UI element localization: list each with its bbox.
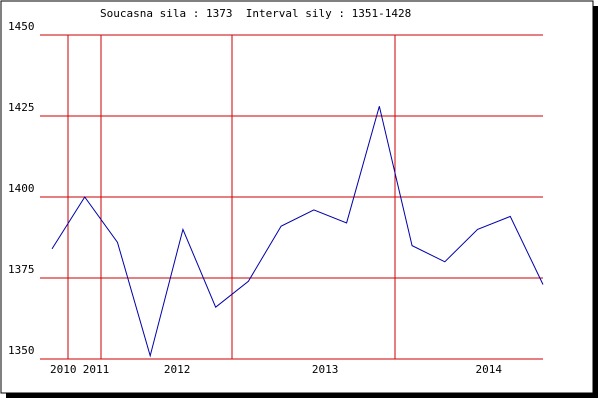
y-tick-label: 1375 — [8, 263, 35, 276]
y-tick-label: 1425 — [8, 101, 35, 114]
x-tick-label: 2012 — [164, 363, 191, 376]
y-tick-label: 1350 — [8, 344, 35, 357]
y-tick-label: 1400 — [8, 182, 35, 195]
y-tick-label: 1450 — [8, 20, 35, 33]
x-tick-label: 2011 — [83, 363, 110, 376]
x-tick-label: 2010 — [50, 363, 77, 376]
chart-title: Soucasna sila : 1373 Interval sily : 135… — [100, 7, 411, 20]
line-series — [51, 106, 544, 358]
x-tick-label: 2014 — [476, 363, 503, 376]
x-tick-label: 2013 — [312, 363, 339, 376]
